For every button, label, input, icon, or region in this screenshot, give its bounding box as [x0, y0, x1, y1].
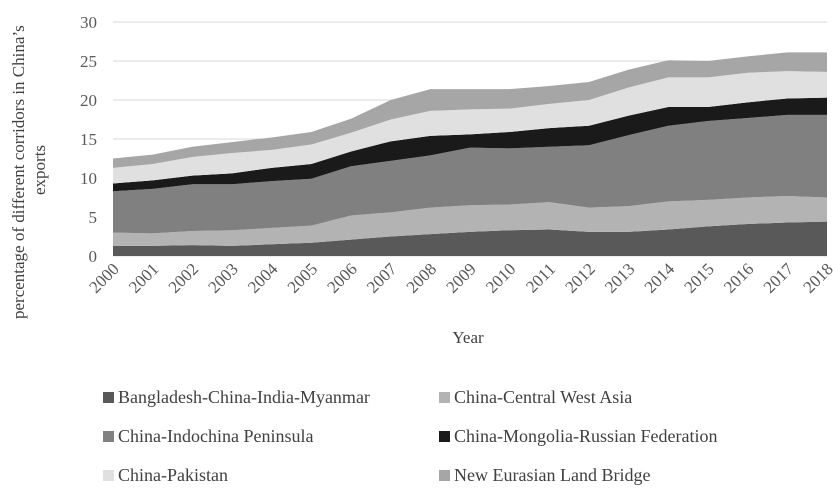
legend-item: Bangladesh-China-India-Myanmar — [103, 385, 439, 409]
y-axis-title-line-2: exports — [30, 145, 49, 195]
legend-swatch — [103, 469, 114, 481]
legend-label: China-Central West Asia — [454, 386, 633, 407]
y-tick-label: 5 — [89, 208, 98, 227]
x-tick-label: 2010 — [482, 259, 519, 296]
y-axis-title-line-1: percentage of different corridors in Chi… — [9, 25, 28, 319]
x-tick-label: 2013 — [601, 259, 638, 296]
legend-item: China-Central West Asia — [439, 385, 819, 409]
legend-item: China-Indochina Peninsula — [103, 424, 439, 448]
x-tick-label: 2003 — [204, 259, 241, 296]
area-china-mongolia-russian-federation — [113, 97, 827, 192]
x-tick-label: 2017 — [760, 259, 798, 297]
y-tick-label: 25 — [80, 52, 97, 71]
x-tick-label: 2009 — [442, 259, 479, 296]
y-tick-label: 15 — [80, 130, 97, 149]
y-tick-label: 30 — [80, 13, 97, 32]
y-tick-label: 0 — [89, 247, 98, 266]
legend-item: China-Pakistan — [103, 463, 439, 487]
legend-item: China-Mongolia-Russian Federation — [439, 424, 819, 448]
x-tick-label: 2001 — [125, 259, 162, 296]
y-tick-labels: 0 5 10 15 20 25 30 — [80, 13, 97, 266]
legend: Bangladesh-China-India-Myanmar China-Cent… — [103, 385, 823, 487]
legend-label: China-Mongolia-Russian Federation — [454, 425, 718, 446]
x-tick-label: 2008 — [403, 259, 440, 296]
x-tick-label: 2005 — [284, 259, 321, 296]
x-axis-title: Year — [452, 328, 484, 347]
legend-swatch — [439, 469, 450, 481]
legend-label: China-Pakistan — [118, 464, 228, 485]
legend-label: New Eurasian Land Bridge — [454, 464, 651, 485]
legend-item: New Eurasian Land Bridge — [439, 463, 819, 487]
area-china-central-west-asia — [113, 195, 827, 246]
x-tick-label: 2015 — [680, 259, 717, 296]
x-tick-label: 2011 — [522, 259, 559, 296]
y-tick-label: 20 — [80, 91, 97, 110]
legend-label: Bangladesh-China-India-Myanmar — [118, 386, 370, 407]
x-tick-label: 2006 — [323, 259, 360, 296]
x-tick-label: 2004 — [244, 259, 282, 297]
legend-swatch — [103, 430, 114, 442]
area-layers — [113, 52, 827, 256]
area-new-eurasian-land-bridge — [113, 52, 827, 168]
area-bangladesh-china-india-myanmar — [113, 221, 827, 256]
legend-swatch — [103, 391, 114, 403]
x-tick-label: 2002 — [165, 259, 202, 296]
x-tick-label: 2007 — [363, 259, 401, 297]
x-tick-labels: 2000 2001 2002 2003 2004 2005 2006 2007 2008 2009… — [85, 259, 833, 297]
stacked-area-chart: 0 5 10 15 20 25 30 2000 2001 2002 2003 2004 2005 200… — [9, 13, 833, 347]
x-tick-label: 2014 — [641, 259, 679, 297]
legend-swatch — [439, 430, 450, 442]
x-tick-label: 2018 — [799, 259, 833, 296]
y-axis-title: percentage of different corridors in Chi… — [9, 21, 49, 319]
x-tick-label: 2016 — [720, 259, 757, 296]
area-china-indochina-peninsula — [113, 114, 827, 234]
legend-swatch — [439, 391, 450, 403]
area-china-pakistan — [113, 71, 827, 184]
legend-label: China-Indochina Peninsula — [118, 425, 314, 446]
y-tick-label: 10 — [80, 169, 97, 188]
x-tick-label: 2012 — [561, 259, 598, 296]
